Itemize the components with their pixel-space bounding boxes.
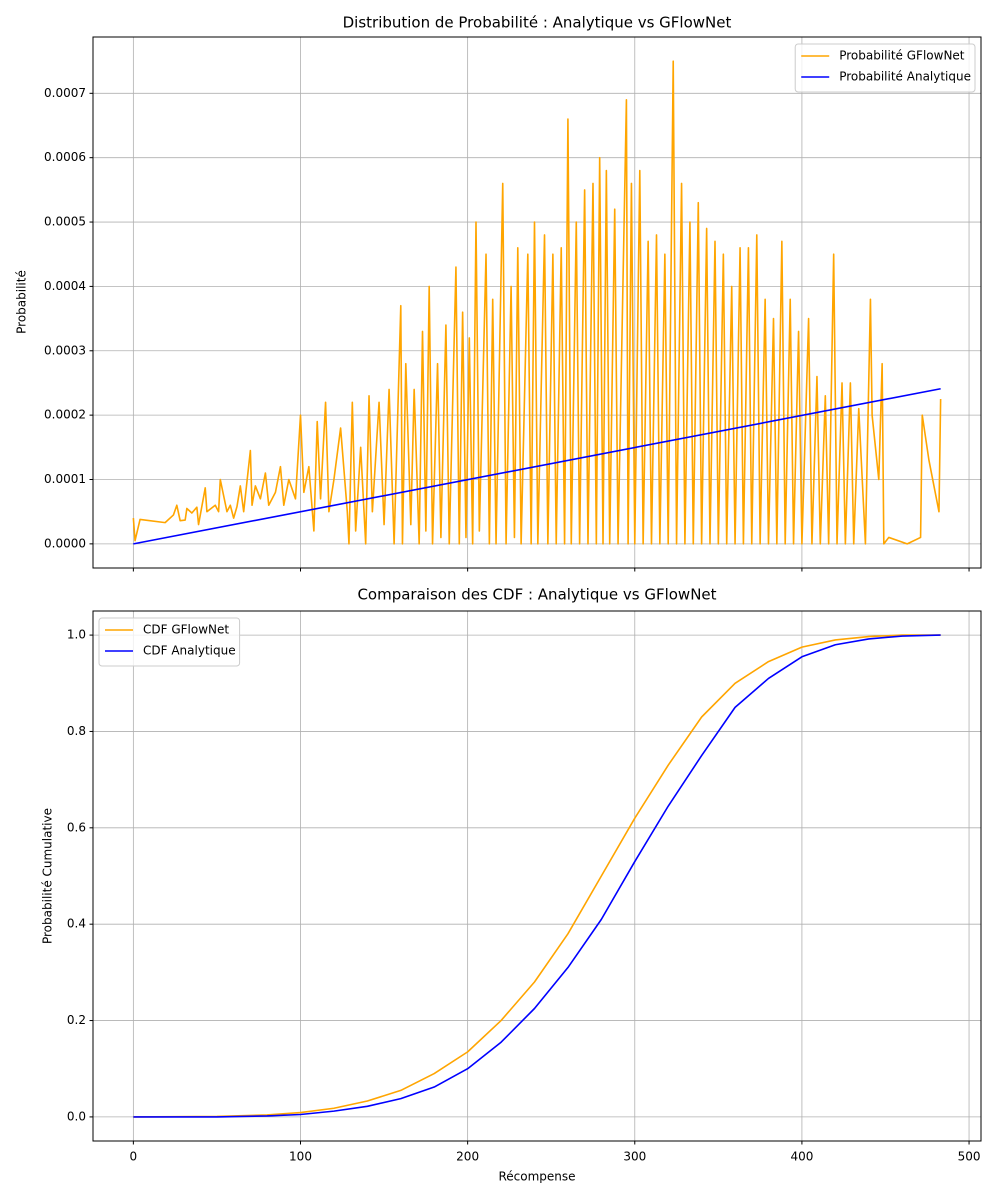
legend-label: CDF Analytique [143,644,236,658]
x-tick-label: 300 [623,1150,646,1164]
y-tick-label: 0.6 [67,820,86,834]
y-axis-label: Probabilité [15,270,29,334]
x-tick-label: 0 [130,1150,138,1164]
y-tick-label: 1.0 [67,628,86,642]
y-tick-label: 0.4 [67,917,86,931]
y-tick-label: 0.0006 [44,150,86,164]
axes-frame [92,610,982,1142]
x-axis-label: Récompense [498,1170,575,1184]
legend: Probabilité GFlowNet Probabilité Analytiq… [794,43,976,93]
y-tick-label: 0.0003 [44,343,86,357]
series-line [132,60,942,545]
series-line [133,387,941,545]
y-axis-label: Probabilité Cumulative [41,808,55,944]
legend-label: CDF GFlowNet [143,623,229,637]
legend: CDF GFlowNet CDF Analytique [98,617,241,667]
legend-box [794,43,976,93]
y-tick-label: 0.0004 [44,279,86,293]
y-tick-label: 0.8 [67,724,86,738]
y-tick-label: 0.0007 [44,86,86,100]
chart-title: Distribution de Probabilité : Analytique… [343,14,732,32]
series-line [133,634,941,1118]
y-tick-label: 0.0001 [44,472,86,486]
x-tick-label: 200 [456,1150,479,1164]
y-tick-label: 0.0002 [44,408,86,422]
series-line [133,634,941,1118]
y-tick-label: 0.0000 [44,536,86,550]
y-tick-label: 0.2 [67,1013,86,1027]
y-tick-label: 0.0 [67,1109,86,1123]
legend-label: Probabilité Analytique [839,70,971,84]
x-tick-label: 400 [790,1150,813,1164]
legend-box [98,617,241,667]
legend-label: Probabilité GFlowNet [839,49,965,63]
axes-frame [92,36,982,569]
x-tick-label: 100 [289,1150,312,1164]
chart-title: Comparaison des CDF : Analytique vs GFlo… [357,586,716,604]
y-tick-label: 0.0005 [44,215,86,229]
x-tick-label: 500 [958,1150,981,1164]
